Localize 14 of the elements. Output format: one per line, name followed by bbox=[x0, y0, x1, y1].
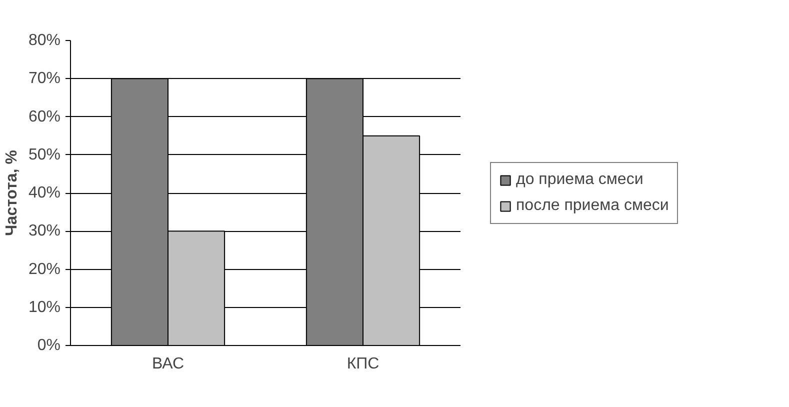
y-tick-label: 40% bbox=[28, 184, 61, 202]
y-tick-label: 0% bbox=[37, 337, 60, 354]
legend-label: после приема смеси bbox=[516, 196, 669, 214]
x-tick-label: ВАС bbox=[152, 356, 184, 372]
y-tick-label: 80% bbox=[28, 32, 61, 49]
y-axis-title: Частота, % bbox=[3, 150, 20, 236]
y-tick-label: 50% bbox=[28, 146, 61, 164]
legend-label: до приема смеси bbox=[516, 170, 644, 188]
x-tick-label: КПС bbox=[346, 356, 380, 372]
y-tick-label: 10% bbox=[28, 298, 61, 316]
y-tick-label: 60% bbox=[28, 108, 61, 126]
y-tick-label: 20% bbox=[28, 260, 61, 278]
y-tick-label: 70% bbox=[28, 70, 61, 88]
y-tick-label: 30% bbox=[28, 222, 61, 240]
